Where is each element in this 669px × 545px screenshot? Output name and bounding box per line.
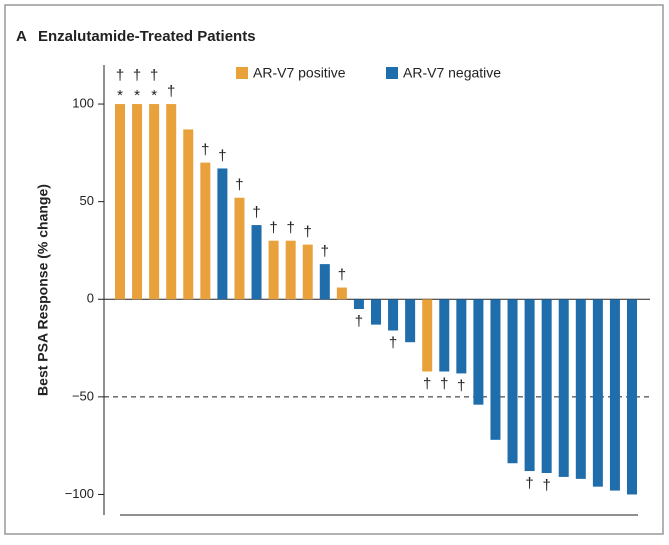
bar	[149, 104, 160, 300]
bar	[336, 287, 347, 300]
dagger: †	[286, 220, 294, 237]
dagger: †	[338, 267, 346, 284]
dagger: †	[201, 142, 209, 159]
dagger: †	[150, 67, 158, 84]
bar	[558, 299, 569, 477]
bar	[575, 299, 586, 479]
bar	[132, 104, 143, 300]
bar	[473, 299, 484, 405]
legend-label: AR-V7 negative	[403, 65, 501, 81]
legend-swatch	[236, 67, 248, 79]
panel-label: A	[16, 28, 27, 45]
dagger: †	[218, 147, 226, 164]
dagger: †	[252, 204, 260, 221]
bar	[319, 264, 330, 300]
dagger: †	[389, 334, 397, 351]
bar	[541, 299, 552, 474]
bar	[524, 299, 535, 472]
bar	[507, 299, 518, 464]
y-tick-label: 0	[87, 291, 94, 306]
asterisk: *	[151, 87, 157, 104]
bar	[456, 299, 467, 374]
bar	[268, 240, 279, 300]
bar	[388, 299, 399, 331]
y-tick-label: 100	[72, 95, 94, 110]
dagger: †	[304, 224, 312, 241]
dagger: †	[116, 67, 124, 84]
bar	[422, 299, 433, 372]
bar	[490, 299, 501, 440]
dagger: †	[457, 377, 465, 394]
bar	[285, 240, 296, 300]
asterisk: *	[134, 87, 140, 104]
y-axis-label: Best PSA Response (% change)	[35, 184, 51, 396]
panel-border	[4, 4, 664, 535]
bar	[217, 168, 228, 300]
bar	[200, 162, 211, 300]
dagger: †	[133, 67, 141, 84]
y-tick-label: −50	[72, 388, 94, 403]
bar	[115, 104, 125, 300]
legend-swatch	[386, 67, 398, 79]
dagger: †	[440, 375, 448, 392]
bar	[302, 244, 313, 300]
dagger: †	[321, 243, 329, 260]
dagger: †	[235, 177, 243, 194]
asterisk: *	[117, 87, 123, 104]
bar	[371, 299, 381, 325]
bar	[439, 299, 450, 372]
bar	[166, 104, 177, 300]
bar	[609, 299, 620, 491]
dagger: †	[269, 220, 277, 237]
dagger: †	[355, 313, 363, 330]
bar	[405, 299, 416, 343]
bar	[627, 299, 637, 495]
bar	[353, 299, 364, 310]
chart-title: Enzalutamide-Treated Patients	[38, 28, 256, 45]
bar	[183, 129, 194, 300]
dagger: †	[167, 83, 175, 100]
dagger: †	[542, 477, 550, 494]
y-tick-label: −100	[65, 486, 94, 501]
bar	[592, 299, 603, 487]
bar	[251, 225, 262, 300]
dagger: †	[423, 375, 431, 392]
dagger: †	[525, 475, 533, 492]
y-tick-label: 50	[80, 193, 94, 208]
bar	[234, 197, 245, 300]
legend-label: AR-V7 positive	[253, 65, 346, 81]
